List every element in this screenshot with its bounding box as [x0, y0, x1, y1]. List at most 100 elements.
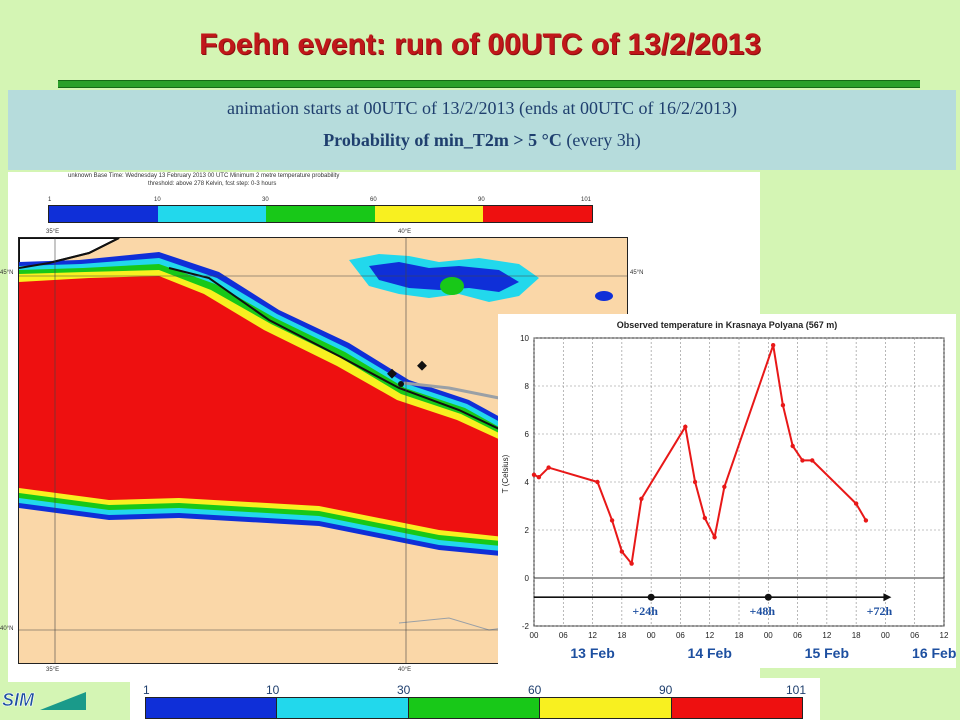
sim-logo: SIM — [0, 686, 86, 714]
caption-box: animation starts at 00UTC of 13/2/2013 (… — [8, 90, 956, 170]
chart-y-tick-label: 4 — [525, 478, 530, 487]
title-divider — [58, 80, 920, 88]
chart-data-point — [683, 424, 688, 429]
chart-y-tick-label: 0 — [525, 574, 530, 583]
colorbar-segment — [408, 698, 541, 718]
chart-x-tick-label: 00 — [647, 631, 656, 640]
chart-data-point — [546, 465, 551, 470]
map-layer-high — [19, 276, 627, 550]
chart-x-tick-label: 00 — [764, 631, 773, 640]
temperature-chart-panel: Observed temperature in Krasnaya Polyana… — [498, 314, 956, 668]
chart-x-tick-label: 00 — [530, 631, 539, 640]
map-station-marker — [387, 368, 397, 379]
chart-forecast-label: +24h — [632, 604, 658, 618]
chart-series-line — [533, 344, 867, 566]
chart-x-tick-label: 06 — [793, 631, 802, 640]
chart-data-point — [702, 515, 708, 521]
chart-data-point — [712, 535, 717, 540]
top-colorbar-tick: 10 — [154, 197, 161, 203]
map-lon-label: 40°E — [398, 667, 412, 673]
chart-data-point — [800, 458, 805, 463]
chart-day-label: 14 Feb — [688, 645, 732, 661]
chart-y-tick-label: 8 — [525, 382, 530, 391]
map-blob-green — [440, 277, 464, 295]
colorbar-segment — [266, 206, 375, 222]
bottom-colorbar-tick: 101 — [786, 683, 807, 697]
chart-x-tick-label: 06 — [676, 631, 685, 640]
bottom-colorbar-tick: 10 — [266, 683, 280, 697]
colorbar-segment — [277, 698, 409, 718]
map-blob-small — [595, 291, 613, 301]
chart-y-tick-label: 10 — [520, 334, 529, 343]
chart-x-tick-label: 18 — [617, 631, 626, 640]
chart-data-point — [619, 549, 625, 554]
chart-data-point — [595, 479, 600, 485]
caption-line-2-rest: (every 3h) — [561, 130, 641, 150]
chart-data-point — [692, 479, 698, 485]
chart-data-point — [780, 403, 786, 408]
chart-day-label: 13 Feb — [570, 645, 614, 661]
colorbar-segment — [483, 206, 592, 222]
colorbar-segment — [540, 698, 672, 718]
chart-x-tick-label: 12 — [822, 631, 831, 640]
map-lon-label: 35°E — [46, 229, 60, 235]
chart-x-tick-label: 12 — [705, 631, 714, 640]
chart-x-tick-label: 12 — [588, 631, 597, 640]
colorbar-segment — [671, 698, 803, 718]
map-header-line-1: unknown Base Time: Wednesday 13 February… — [68, 173, 340, 179]
bottom-colorbar — [145, 697, 803, 719]
map-coast-north — [19, 238, 120, 269]
chart-y-tick-label: -2 — [522, 622, 530, 631]
bottom-colorbar-tick: 60 — [528, 683, 542, 697]
chart-data-point — [863, 518, 869, 523]
chart-forecast-marker — [647, 593, 655, 601]
chart-day-label: 16 Feb — [912, 645, 956, 661]
map-lon-label: 40°E — [398, 229, 412, 235]
map-blob-north-core — [369, 262, 519, 292]
logo-text: SIM — [2, 690, 35, 710]
top-colorbar-tick: 101 — [581, 197, 592, 203]
chart-forecast-label: +72h — [867, 604, 893, 618]
map-station-marker — [417, 360, 427, 371]
sim-logo-svg: SIM — [2, 690, 86, 710]
chart-data-point — [629, 561, 634, 566]
chart-x-tick-label: 12 — [940, 631, 949, 640]
top-colorbar-tick: 60 — [370, 197, 377, 203]
chart-title: Observed temperature in Krasnaya Polyana… — [617, 320, 838, 330]
map-header: unknown Base Time: Wednesday 13 February… — [68, 172, 339, 188]
chart-x-tick-label: 18 — [735, 631, 744, 640]
logo-wave — [40, 692, 86, 710]
chart-x-tick-label: 06 — [910, 631, 919, 640]
slide-title: Foehn event: run of 00UTC of 13/2/2013 — [199, 28, 761, 61]
map-lat-label: 45°N — [630, 270, 644, 276]
colorbar-segment — [49, 206, 158, 222]
top-colorbar-tick: 90 — [478, 197, 485, 203]
chart-x-tick-label: 00 — [881, 631, 890, 640]
chart-data-point — [770, 343, 776, 348]
temperature-chart: Observed temperature in Krasnaya Polyana… — [501, 320, 956, 661]
map-header-line-2: threshold: above 278 Kelvin, fcst step: … — [148, 181, 277, 187]
bottom-colorbar-tick: 90 — [659, 683, 673, 697]
map-lat-label: 45°N — [0, 270, 14, 276]
top-colorbar-tick: 30 — [262, 197, 269, 203]
chart-data-point — [790, 443, 795, 449]
chart-x-tick-label: 06 — [559, 631, 568, 640]
colorbar-segment — [374, 206, 484, 222]
caption-line-2: Probability of min_T2m > 5 °C (every 3h) — [8, 130, 956, 151]
chart-data-point — [531, 472, 537, 477]
chart-y-axis-label: T (Celsius) — [501, 454, 510, 493]
chart-day-label: 15 Feb — [805, 645, 849, 661]
chart-data-point — [639, 496, 644, 501]
chart-data-point — [810, 458, 815, 463]
chart-x-tick-label: 18 — [852, 631, 861, 640]
map-lon-label: 35°E — [46, 667, 60, 673]
caption-line-1: animation starts at 00UTC of 13/2/2013 (… — [227, 98, 737, 118]
top-colorbar-ticks: 1 10 30 60 90 101 — [48, 197, 593, 205]
chart-data-point — [609, 518, 615, 523]
chart-y-tick-label: 2 — [525, 526, 530, 535]
chart-forecast-marker — [764, 593, 772, 601]
chart-data-point — [853, 501, 859, 506]
chart-y-tick-label: 6 — [525, 430, 530, 439]
colorbar-segment — [157, 206, 267, 222]
colorbar-segment — [146, 698, 278, 718]
